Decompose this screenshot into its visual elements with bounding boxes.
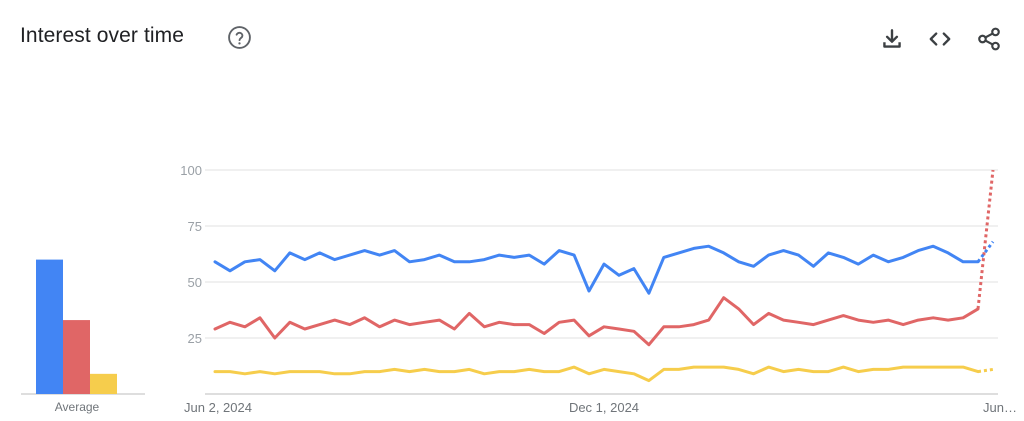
- x-tick-label: Jun…: [983, 400, 1017, 415]
- y-tick-label: 50: [188, 275, 202, 290]
- series-partial-2: [976, 169, 995, 310]
- average-bar-3: [90, 373, 117, 394]
- x-tick-label: Jun 2, 2024: [184, 400, 252, 415]
- y-tick-label: 100: [180, 163, 202, 178]
- series-partial-1: [976, 240, 995, 263]
- average-bar-chart: Average: [21, 259, 145, 414]
- average-label: Average: [55, 400, 100, 414]
- series-line-2: [213, 296, 980, 347]
- download-icon[interactable]: [879, 26, 905, 52]
- series-line-3: [213, 365, 980, 383]
- y-tick-label: 25: [188, 331, 202, 346]
- chart-header: Interest over time: [0, 0, 1024, 80]
- average-bar-2: [63, 320, 90, 394]
- help-circle-icon[interactable]: [227, 25, 252, 50]
- y-tick-label: 75: [188, 219, 202, 234]
- series-partial-3: [977, 367, 994, 374]
- line-chart: 25 50 75 100 Jun 2, 2024 Dec 1, 2024 Jun…: [180, 163, 1017, 415]
- x-tick-label: Dec 1, 2024: [569, 400, 639, 415]
- series-line-1: [213, 244, 980, 295]
- chart-title: Interest over time: [20, 24, 185, 47]
- share-icon[interactable]: [976, 26, 1002, 52]
- average-bar-1: [36, 259, 63, 394]
- code-icon[interactable]: [927, 26, 953, 52]
